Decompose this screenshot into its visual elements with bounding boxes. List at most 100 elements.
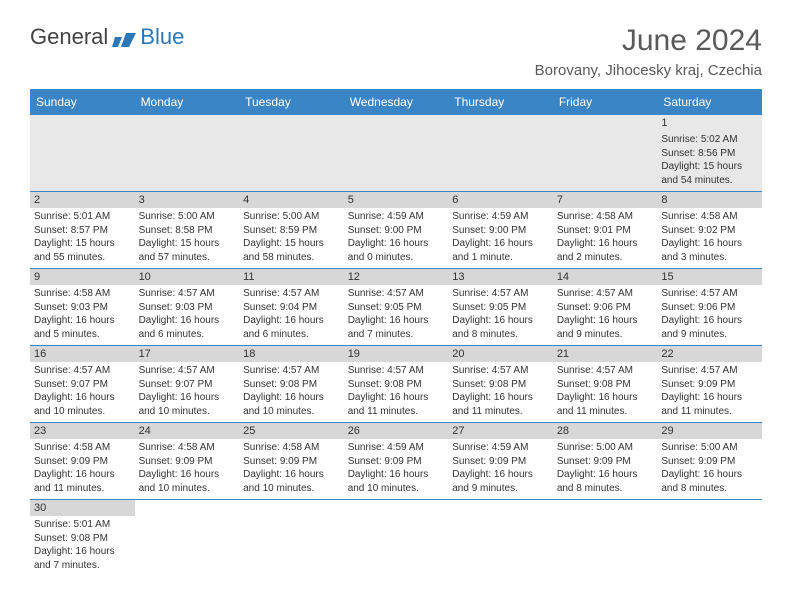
daylight-text: Daylight: 16 hours and 11 minutes. <box>661 391 758 418</box>
day-number: 11 <box>239 269 344 285</box>
calendar-cell: 25Sunrise: 4:58 AMSunset: 9:09 PMDayligh… <box>239 423 344 500</box>
header: General Blue June 2024 Borovany, Jihoces… <box>30 24 762 79</box>
day-number: 26 <box>344 423 449 439</box>
calendar-cell: 4Sunrise: 5:00 AMSunset: 8:59 PMDaylight… <box>239 192 344 269</box>
weekday-header: Monday <box>135 89 240 115</box>
sunrise-text: Sunrise: 5:02 AM <box>661 133 758 147</box>
sunrise-text: Sunrise: 4:58 AM <box>557 210 654 224</box>
sunset-text: Sunset: 9:09 PM <box>661 455 758 469</box>
day-details: Sunrise: 4:57 AMSunset: 9:06 PMDaylight:… <box>657 285 762 345</box>
sunrise-text: Sunrise: 4:57 AM <box>452 287 549 301</box>
day-details: Sunrise: 4:59 AMSunset: 9:09 PMDaylight:… <box>448 439 553 499</box>
daylight-text: Daylight: 16 hours and 7 minutes. <box>348 314 445 341</box>
sunrise-text: Sunrise: 4:57 AM <box>557 364 654 378</box>
daylight-text: Daylight: 16 hours and 8 minutes. <box>661 468 758 495</box>
calendar-cell: 15Sunrise: 4:57 AMSunset: 9:06 PMDayligh… <box>657 269 762 346</box>
calendar-row: 2Sunrise: 5:01 AMSunset: 8:57 PMDaylight… <box>30 192 762 269</box>
calendar-cell: 22Sunrise: 4:57 AMSunset: 9:09 PMDayligh… <box>657 346 762 423</box>
sunset-text: Sunset: 8:59 PM <box>243 224 340 238</box>
sunrise-text: Sunrise: 4:58 AM <box>34 441 131 455</box>
daylight-text: Daylight: 16 hours and 8 minutes. <box>557 468 654 495</box>
day-number: 19 <box>344 346 449 362</box>
daylight-text: Daylight: 16 hours and 5 minutes. <box>34 314 131 341</box>
daylight-text: Daylight: 16 hours and 9 minutes. <box>661 314 758 341</box>
daylight-text: Daylight: 16 hours and 3 minutes. <box>661 237 758 264</box>
calendar-cell <box>239 115 344 192</box>
sunrise-text: Sunrise: 5:00 AM <box>661 441 758 455</box>
sunrise-text: Sunrise: 4:58 AM <box>243 441 340 455</box>
sunrise-text: Sunrise: 5:00 AM <box>557 441 654 455</box>
calendar-header: Sunday Monday Tuesday Wednesday Thursday… <box>30 89 762 115</box>
sunrise-text: Sunrise: 4:58 AM <box>34 287 131 301</box>
day-number: 24 <box>135 423 240 439</box>
day-details: Sunrise: 4:58 AMSunset: 9:02 PMDaylight:… <box>657 208 762 268</box>
day-number: 20 <box>448 346 553 362</box>
sunrise-text: Sunrise: 4:57 AM <box>661 364 758 378</box>
day-details: Sunrise: 5:01 AMSunset: 9:08 PMDaylight:… <box>30 516 135 576</box>
sunrise-text: Sunrise: 4:57 AM <box>348 287 445 301</box>
day-details: Sunrise: 5:02 AMSunset: 8:56 PMDaylight:… <box>657 131 762 191</box>
calendar-cell: 18Sunrise: 4:57 AMSunset: 9:08 PMDayligh… <box>239 346 344 423</box>
day-number: 4 <box>239 192 344 208</box>
sunset-text: Sunset: 9:00 PM <box>348 224 445 238</box>
sunrise-text: Sunrise: 5:00 AM <box>139 210 236 224</box>
sunset-text: Sunset: 8:58 PM <box>139 224 236 238</box>
sunset-text: Sunset: 9:09 PM <box>661 378 758 392</box>
sunset-text: Sunset: 9:09 PM <box>139 455 236 469</box>
day-details: Sunrise: 4:59 AMSunset: 9:00 PMDaylight:… <box>344 208 449 268</box>
calendar-cell: 7Sunrise: 4:58 AMSunset: 9:01 PMDaylight… <box>553 192 658 269</box>
calendar-cell: 2Sunrise: 5:01 AMSunset: 8:57 PMDaylight… <box>30 192 135 269</box>
daylight-text: Daylight: 16 hours and 10 minutes. <box>34 391 131 418</box>
sunset-text: Sunset: 9:07 PM <box>139 378 236 392</box>
calendar-cell: 23Sunrise: 4:58 AMSunset: 9:09 PMDayligh… <box>30 423 135 500</box>
calendar-cell: 28Sunrise: 5:00 AMSunset: 9:09 PMDayligh… <box>553 423 658 500</box>
weekday-header: Sunday <box>30 89 135 115</box>
day-details: Sunrise: 4:58 AMSunset: 9:09 PMDaylight:… <box>135 439 240 499</box>
daylight-text: Daylight: 16 hours and 1 minute. <box>452 237 549 264</box>
day-number: 15 <box>657 269 762 285</box>
day-details: Sunrise: 4:59 AMSunset: 9:09 PMDaylight:… <box>344 439 449 499</box>
day-number: 6 <box>448 192 553 208</box>
sunset-text: Sunset: 9:03 PM <box>34 301 131 315</box>
sunset-text: Sunset: 9:05 PM <box>348 301 445 315</box>
calendar-cell: 17Sunrise: 4:57 AMSunset: 9:07 PMDayligh… <box>135 346 240 423</box>
weekday-header: Wednesday <box>344 89 449 115</box>
day-number: 2 <box>30 192 135 208</box>
daylight-text: Daylight: 15 hours and 55 minutes. <box>34 237 131 264</box>
sunrise-text: Sunrise: 4:58 AM <box>139 441 236 455</box>
calendar-row: 23Sunrise: 4:58 AMSunset: 9:09 PMDayligh… <box>30 423 762 500</box>
day-number: 16 <box>30 346 135 362</box>
day-number: 5 <box>344 192 449 208</box>
day-details: Sunrise: 4:57 AMSunset: 9:05 PMDaylight:… <box>344 285 449 345</box>
day-details: Sunrise: 4:58 AMSunset: 9:03 PMDaylight:… <box>30 285 135 345</box>
calendar-cell: 10Sunrise: 4:57 AMSunset: 9:03 PMDayligh… <box>135 269 240 346</box>
sunset-text: Sunset: 9:02 PM <box>661 224 758 238</box>
sunrise-text: Sunrise: 4:57 AM <box>139 364 236 378</box>
day-details: Sunrise: 5:00 AMSunset: 9:09 PMDaylight:… <box>657 439 762 499</box>
sunset-text: Sunset: 9:06 PM <box>557 301 654 315</box>
calendar-row: 30Sunrise: 5:01 AMSunset: 9:08 PMDayligh… <box>30 500 762 577</box>
calendar-cell <box>448 500 553 577</box>
day-details: Sunrise: 4:57 AMSunset: 9:08 PMDaylight:… <box>448 362 553 422</box>
sunset-text: Sunset: 9:01 PM <box>557 224 654 238</box>
day-number: 7 <box>553 192 658 208</box>
day-number: 25 <box>239 423 344 439</box>
calendar-cell: 24Sunrise: 4:58 AMSunset: 9:09 PMDayligh… <box>135 423 240 500</box>
calendar-cell: 21Sunrise: 4:57 AMSunset: 9:08 PMDayligh… <box>553 346 658 423</box>
day-details: Sunrise: 4:57 AMSunset: 9:08 PMDaylight:… <box>344 362 449 422</box>
day-details: Sunrise: 4:57 AMSunset: 9:09 PMDaylight:… <box>657 362 762 422</box>
weekday-header: Thursday <box>448 89 553 115</box>
daylight-text: Daylight: 16 hours and 7 minutes. <box>34 545 131 572</box>
daylight-text: Daylight: 16 hours and 11 minutes. <box>557 391 654 418</box>
sunset-text: Sunset: 9:09 PM <box>243 455 340 469</box>
day-number: 12 <box>344 269 449 285</box>
sunrise-text: Sunrise: 5:01 AM <box>34 518 131 532</box>
calendar-cell <box>135 115 240 192</box>
sunrise-text: Sunrise: 4:57 AM <box>139 287 236 301</box>
day-number: 29 <box>657 423 762 439</box>
day-details: Sunrise: 5:00 AMSunset: 9:09 PMDaylight:… <box>553 439 658 499</box>
weekday-header: Saturday <box>657 89 762 115</box>
calendar-table: Sunday Monday Tuesday Wednesday Thursday… <box>30 89 762 576</box>
sunrise-text: Sunrise: 4:57 AM <box>452 364 549 378</box>
daylight-text: Daylight: 15 hours and 54 minutes. <box>661 160 758 187</box>
